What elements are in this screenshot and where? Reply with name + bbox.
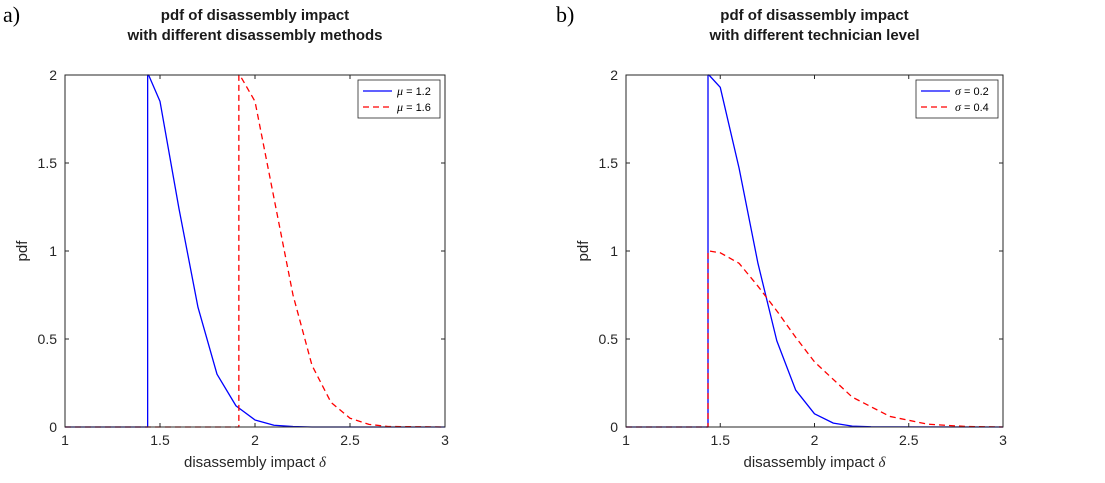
y-tick-label: 0 [610, 419, 618, 435]
y-axis-label: pdf [575, 240, 592, 262]
x-tick-label: 3 [999, 432, 1007, 448]
legend-symbol: μ [396, 84, 403, 98]
legend-value: = 1.2 [403, 86, 431, 98]
series-line-1 [626, 74, 1003, 428]
series-group [626, 74, 1003, 428]
x-tick-label: 3 [441, 432, 449, 448]
y-tick-label: 0.5 [38, 331, 58, 347]
panel-label: a) [3, 2, 20, 27]
legend-entry-1: μ = 1.2 [396, 84, 431, 98]
y-tick-label: 1.5 [38, 155, 58, 171]
y-tick-label: 1.5 [599, 155, 619, 171]
plot-area-box [64, 74, 446, 428]
legend-box [915, 79, 999, 119]
x-tick-label: 1 [622, 432, 630, 448]
x-tick-label: 1.5 [711, 432, 731, 448]
y-tick-label: 0 [49, 419, 57, 435]
x-tick-label: 2.5 [340, 432, 360, 448]
series-line-2 [626, 250, 1003, 428]
x-axis-label-symbol: δ [879, 455, 887, 471]
y-tick-label: 0.5 [599, 331, 619, 347]
legend-box [357, 79, 441, 119]
legend-symbol: σ [955, 84, 962, 98]
legend-entry-2: μ = 1.6 [396, 100, 431, 114]
legend-value: = 1.6 [403, 102, 431, 114]
x-axis-label-text: disassembly impact [743, 454, 878, 471]
series-line-2 [65, 74, 445, 428]
x-axis-label: disassembly impact δ [184, 454, 327, 471]
chart-title-line-2: with different technician level [708, 27, 919, 44]
series-line-1 [65, 74, 445, 428]
y-tick-label: 2 [49, 67, 57, 83]
chart-panel-2: b) pdf of disassembly impact with differen… [556, 2, 1007, 471]
legend-symbol: σ [955, 100, 962, 114]
y-tick-label: 1 [610, 243, 618, 259]
x-axis-label: disassembly impact δ [743, 454, 886, 471]
x-tick-label: 2 [811, 432, 819, 448]
legend: μ = 1.2μ = 1.6 [357, 79, 441, 119]
y-tick-label: 1 [49, 243, 57, 259]
x-tick-label: 2.5 [899, 432, 919, 448]
legend-entry-1: σ = 0.2 [955, 84, 989, 98]
chart-title-line-1: pdf of disassembly impact [720, 7, 908, 24]
x-axis-label-text: disassembly impact [184, 454, 319, 471]
legend: σ = 0.2σ = 0.4 [915, 79, 999, 119]
y-axis-label: pdf [14, 240, 31, 262]
legend-value: = 0.2 [961, 86, 989, 98]
y-tick-label: 2 [610, 67, 618, 83]
panel-label: b) [556, 2, 574, 27]
plot-area-box [625, 74, 1004, 428]
x-tick-label: 1.5 [150, 432, 170, 448]
series-group [65, 74, 445, 428]
chart-title-line-2: with different disassembly methods [126, 27, 382, 44]
legend-symbol: μ [396, 100, 403, 114]
chart-panel-1: a) pdf of disassembly impact with differen… [3, 2, 449, 471]
x-tick-label: 1 [61, 432, 69, 448]
x-axis-label-symbol: δ [319, 455, 327, 471]
chart-title-line-1: pdf of disassembly impact [161, 7, 349, 24]
legend-value: = 0.4 [961, 102, 989, 114]
legend-entry-2: σ = 0.4 [955, 100, 989, 114]
x-tick-label: 2 [251, 432, 259, 448]
